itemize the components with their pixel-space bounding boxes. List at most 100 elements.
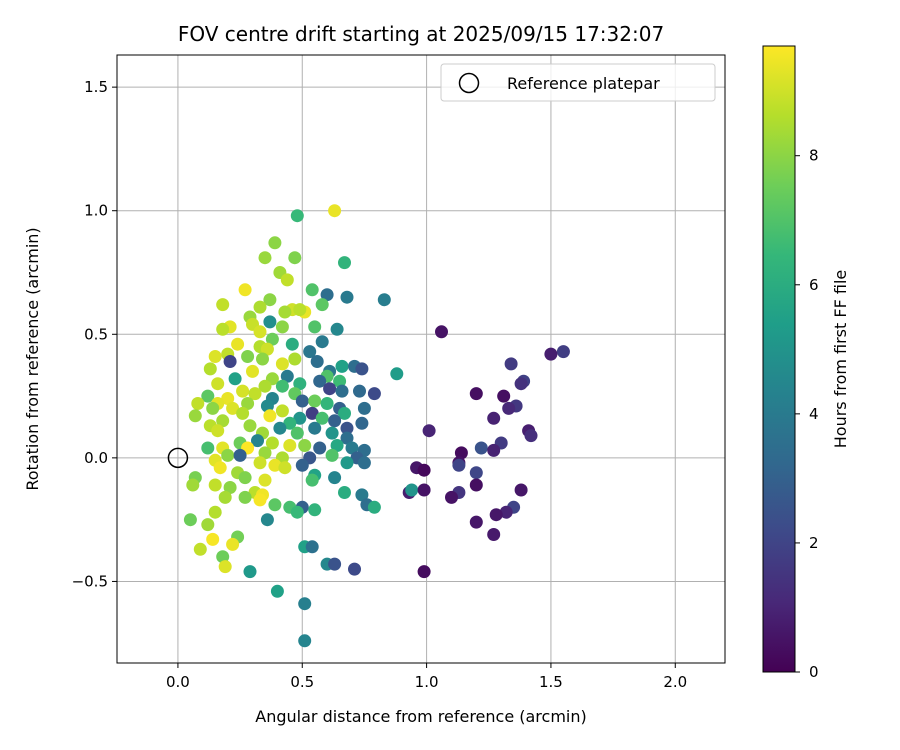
data-point bbox=[275, 357, 289, 371]
legend-entry-reference-platepar: Reference platepar bbox=[507, 74, 660, 93]
data-point bbox=[290, 426, 304, 440]
data-point bbox=[248, 387, 262, 401]
data-point bbox=[333, 374, 347, 388]
data-point bbox=[330, 439, 344, 452]
data-point bbox=[290, 209, 304, 223]
data-point bbox=[216, 322, 230, 336]
data-point bbox=[295, 458, 309, 472]
data-point bbox=[193, 542, 207, 556]
data-point bbox=[211, 424, 225, 438]
data-point bbox=[275, 379, 289, 393]
data-point bbox=[251, 434, 264, 448]
data-point bbox=[253, 325, 267, 339]
data-point bbox=[278, 461, 292, 475]
data-point bbox=[216, 298, 230, 312]
data-point bbox=[487, 443, 501, 457]
data-point bbox=[308, 421, 322, 435]
x-tick-label: 0.5 bbox=[290, 673, 314, 691]
data-point bbox=[335, 359, 349, 373]
data-point bbox=[283, 416, 297, 430]
data-point bbox=[298, 634, 312, 648]
data-point bbox=[213, 461, 227, 475]
data-point bbox=[328, 204, 342, 218]
data-point bbox=[355, 488, 369, 502]
data-point bbox=[280, 273, 294, 287]
data-point bbox=[208, 478, 222, 492]
data-point bbox=[469, 387, 483, 401]
data-point bbox=[487, 528, 501, 541]
data-point bbox=[305, 283, 319, 297]
data-point bbox=[253, 493, 267, 507]
data-point bbox=[514, 483, 528, 497]
data-point bbox=[186, 478, 200, 492]
data-point bbox=[417, 483, 431, 497]
data-point bbox=[328, 414, 342, 428]
data-point bbox=[246, 364, 259, 378]
data-point bbox=[355, 416, 369, 430]
legend-reference-marker bbox=[458, 72, 480, 94]
data-point bbox=[502, 401, 516, 415]
legend: Reference platepar bbox=[440, 63, 716, 102]
data-point bbox=[497, 389, 511, 403]
data-point bbox=[310, 355, 324, 368]
data-point bbox=[228, 372, 242, 386]
data-point bbox=[323, 382, 337, 396]
data-point bbox=[280, 369, 294, 383]
data-point bbox=[348, 562, 361, 576]
data-point bbox=[201, 518, 215, 532]
data-point bbox=[231, 337, 245, 351]
data-point bbox=[260, 399, 274, 413]
data-point bbox=[226, 401, 240, 415]
data-point bbox=[328, 471, 342, 485]
data-point bbox=[265, 436, 279, 450]
data-point bbox=[238, 471, 252, 485]
data-point bbox=[298, 597, 312, 611]
data-point bbox=[288, 352, 302, 366]
data-point bbox=[305, 406, 319, 420]
data-point bbox=[338, 256, 351, 270]
data-point bbox=[487, 411, 501, 425]
reference-platepar-marker bbox=[167, 447, 189, 469]
data-point bbox=[315, 298, 329, 312]
data-point bbox=[216, 550, 230, 564]
data-point bbox=[340, 290, 354, 304]
y-tick-label: 1.5 bbox=[84, 78, 108, 96]
reference-marker-group bbox=[167, 447, 189, 469]
data-points bbox=[183, 204, 570, 648]
data-point bbox=[233, 448, 247, 462]
data-point bbox=[293, 303, 307, 317]
data-point bbox=[445, 490, 458, 504]
legend-box bbox=[440, 63, 716, 102]
y-tick-label: 1.0 bbox=[84, 202, 108, 220]
data-point bbox=[253, 456, 267, 470]
data-point bbox=[218, 490, 232, 504]
data-point bbox=[417, 565, 431, 579]
data-point bbox=[357, 401, 371, 415]
data-point bbox=[298, 439, 312, 452]
data-point bbox=[273, 421, 287, 435]
data-point bbox=[188, 409, 202, 423]
data-point bbox=[514, 377, 528, 391]
data-point bbox=[345, 441, 359, 455]
x-tick-label: 2.0 bbox=[663, 673, 687, 691]
colorbar-tick-label: 2 bbox=[809, 534, 819, 552]
data-point bbox=[293, 411, 307, 425]
data-point bbox=[305, 473, 319, 487]
data-point bbox=[218, 560, 232, 574]
data-point bbox=[275, 404, 289, 418]
plot-area: 0.0 0.5 1.0 1.5 2.0 −0.5 0.0 0.5 1.0 1.5 bbox=[72, 54, 726, 691]
colorbar: 0 2 4 6 8 Hours from first FF file bbox=[762, 45, 850, 681]
data-point bbox=[208, 505, 222, 519]
data-point bbox=[320, 397, 334, 410]
data-point bbox=[417, 463, 431, 477]
data-point bbox=[236, 384, 250, 398]
data-point bbox=[268, 236, 282, 250]
x-axis-ticks: 0.0 0.5 1.0 1.5 2.0 bbox=[166, 663, 687, 691]
data-point bbox=[191, 397, 205, 410]
data-point bbox=[556, 345, 570, 359]
data-point bbox=[489, 508, 503, 522]
colorbar-tick-label: 6 bbox=[809, 276, 819, 294]
data-point bbox=[263, 409, 277, 423]
data-point bbox=[544, 347, 558, 361]
data-point bbox=[236, 406, 250, 420]
